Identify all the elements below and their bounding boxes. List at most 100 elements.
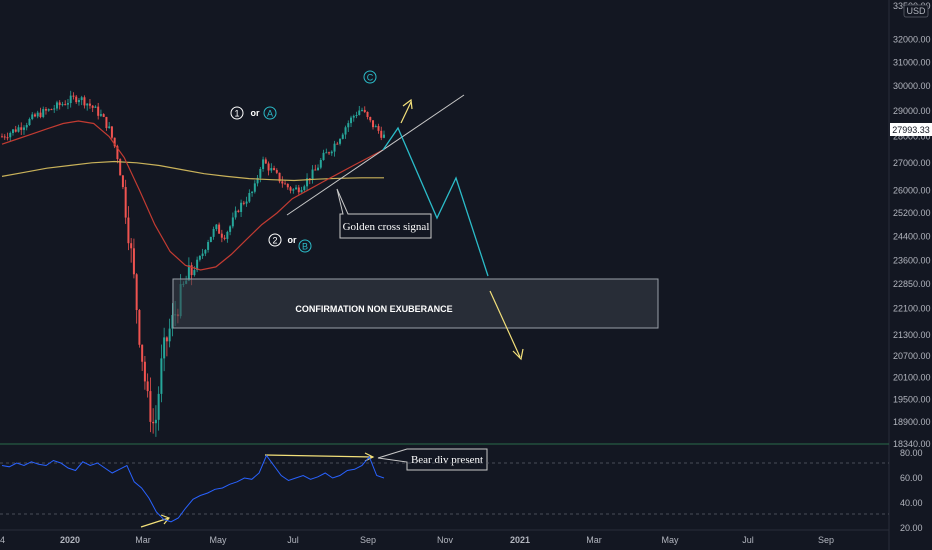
candle-body xyxy=(110,126,113,138)
candle-body xyxy=(341,134,344,139)
support-trendline[interactable] xyxy=(286,94,465,216)
candle-body xyxy=(240,202,243,212)
candle-body xyxy=(352,115,355,118)
candle-body xyxy=(297,187,300,193)
candle-body xyxy=(1,136,3,138)
candle-body xyxy=(91,105,94,108)
candle-body xyxy=(80,97,83,101)
candle-body xyxy=(245,201,248,204)
candle-body xyxy=(248,193,251,202)
candle-body xyxy=(355,114,358,116)
candle-body xyxy=(286,183,289,188)
time-axis[interactable]: 4 2020 Mar May Jul Sep Nov 2021 Mar May Jul Sep xyxy=(0,535,834,545)
price-axis[interactable]: 33500.0032000.0031000.0030000.0029000.00… xyxy=(893,1,931,449)
candle-body xyxy=(69,95,72,104)
candle-body xyxy=(64,104,67,106)
candle-body xyxy=(53,108,56,110)
candle-body xyxy=(193,270,196,276)
time-tick-label: Jul xyxy=(287,535,299,545)
price-tick-label: 26000.00 xyxy=(893,185,931,195)
price-tick-label: 18340.00 xyxy=(893,439,931,449)
candle-body xyxy=(17,127,20,132)
candle-body xyxy=(369,116,372,121)
candle-body xyxy=(102,114,105,117)
bear-div-callout[interactable] xyxy=(377,448,488,471)
arrow-up-right[interactable] xyxy=(400,98,413,124)
candle-body xyxy=(171,314,174,329)
candle-body xyxy=(336,143,339,145)
candle-body xyxy=(105,116,108,129)
price-tick-label: 22850.00 xyxy=(893,279,931,289)
price-tick-label: 18900.00 xyxy=(893,417,931,427)
last-price-value: 27993.33 xyxy=(892,125,930,135)
time-tick-label: Jul xyxy=(742,535,754,545)
candle-body xyxy=(141,344,144,362)
price-tick-label: 30000.00 xyxy=(893,81,931,91)
candle-body xyxy=(160,358,163,394)
candle-body xyxy=(143,361,146,382)
candle-body xyxy=(113,137,116,147)
currency-badge[interactable]: USD xyxy=(903,4,929,18)
candle-body xyxy=(281,181,284,184)
candle-body xyxy=(138,310,141,345)
candle-body xyxy=(303,186,306,191)
candle-body xyxy=(149,391,152,422)
candle-body xyxy=(130,243,133,249)
candle-body xyxy=(14,129,17,132)
candle-body xyxy=(374,126,377,128)
candle-body xyxy=(347,123,350,128)
candle-body xyxy=(223,237,226,239)
candle-body xyxy=(196,259,199,271)
candle-body xyxy=(325,152,328,154)
candle-body xyxy=(116,146,119,160)
arrow-down-right[interactable] xyxy=(489,290,524,361)
candle-body xyxy=(380,130,383,138)
candle-body xyxy=(42,109,45,117)
candle-body xyxy=(31,114,34,119)
candle-body xyxy=(127,217,130,244)
candle-body xyxy=(9,132,12,138)
svg-text:1: 1 xyxy=(234,109,239,119)
confirmation-zone-box[interactable] xyxy=(172,278,659,329)
golden-cross-label: Golden cross signal xyxy=(343,221,430,233)
candle-body xyxy=(339,138,342,144)
candle-body xyxy=(314,169,317,171)
currency-label: USD xyxy=(906,6,926,16)
candle-body xyxy=(75,96,78,103)
candle-body xyxy=(154,419,157,424)
candle-body xyxy=(207,241,210,250)
candle-body xyxy=(300,190,303,193)
candle-body xyxy=(308,178,311,180)
candle-body xyxy=(124,187,127,218)
price-tick-label: 24400.00 xyxy=(893,231,931,241)
bear-div-label: Bear div present xyxy=(411,454,483,466)
price-tick-label: 20700.00 xyxy=(893,351,931,361)
candle-body xyxy=(278,172,281,182)
projection-path[interactable] xyxy=(382,126,489,277)
candle-body xyxy=(66,103,69,105)
price-tick-label: 22100.00 xyxy=(893,303,931,313)
candle-body xyxy=(372,120,375,128)
candle-body xyxy=(3,136,6,138)
candle-body xyxy=(275,170,278,173)
candle-body xyxy=(39,112,42,117)
candle-body xyxy=(152,421,155,424)
candle-body xyxy=(363,109,366,112)
candle-body xyxy=(242,202,245,204)
candle-body xyxy=(330,151,333,154)
candle-body xyxy=(108,126,111,129)
golden-cross-callout[interactable] xyxy=(336,188,432,239)
price-tick-label: 23600.00 xyxy=(893,256,931,266)
price-tick-label: 19500.00 xyxy=(893,394,931,404)
candle-body xyxy=(20,127,23,130)
candle-body xyxy=(135,274,138,311)
wave-or-1: or xyxy=(251,108,260,118)
candle-body xyxy=(121,175,124,188)
arrow-oscillator-div[interactable] xyxy=(264,452,375,462)
candlestick-series xyxy=(1,90,385,437)
candle-body xyxy=(273,168,276,171)
candle-body xyxy=(83,97,86,106)
candle-body xyxy=(163,337,166,359)
svg-text:A: A xyxy=(267,109,273,119)
